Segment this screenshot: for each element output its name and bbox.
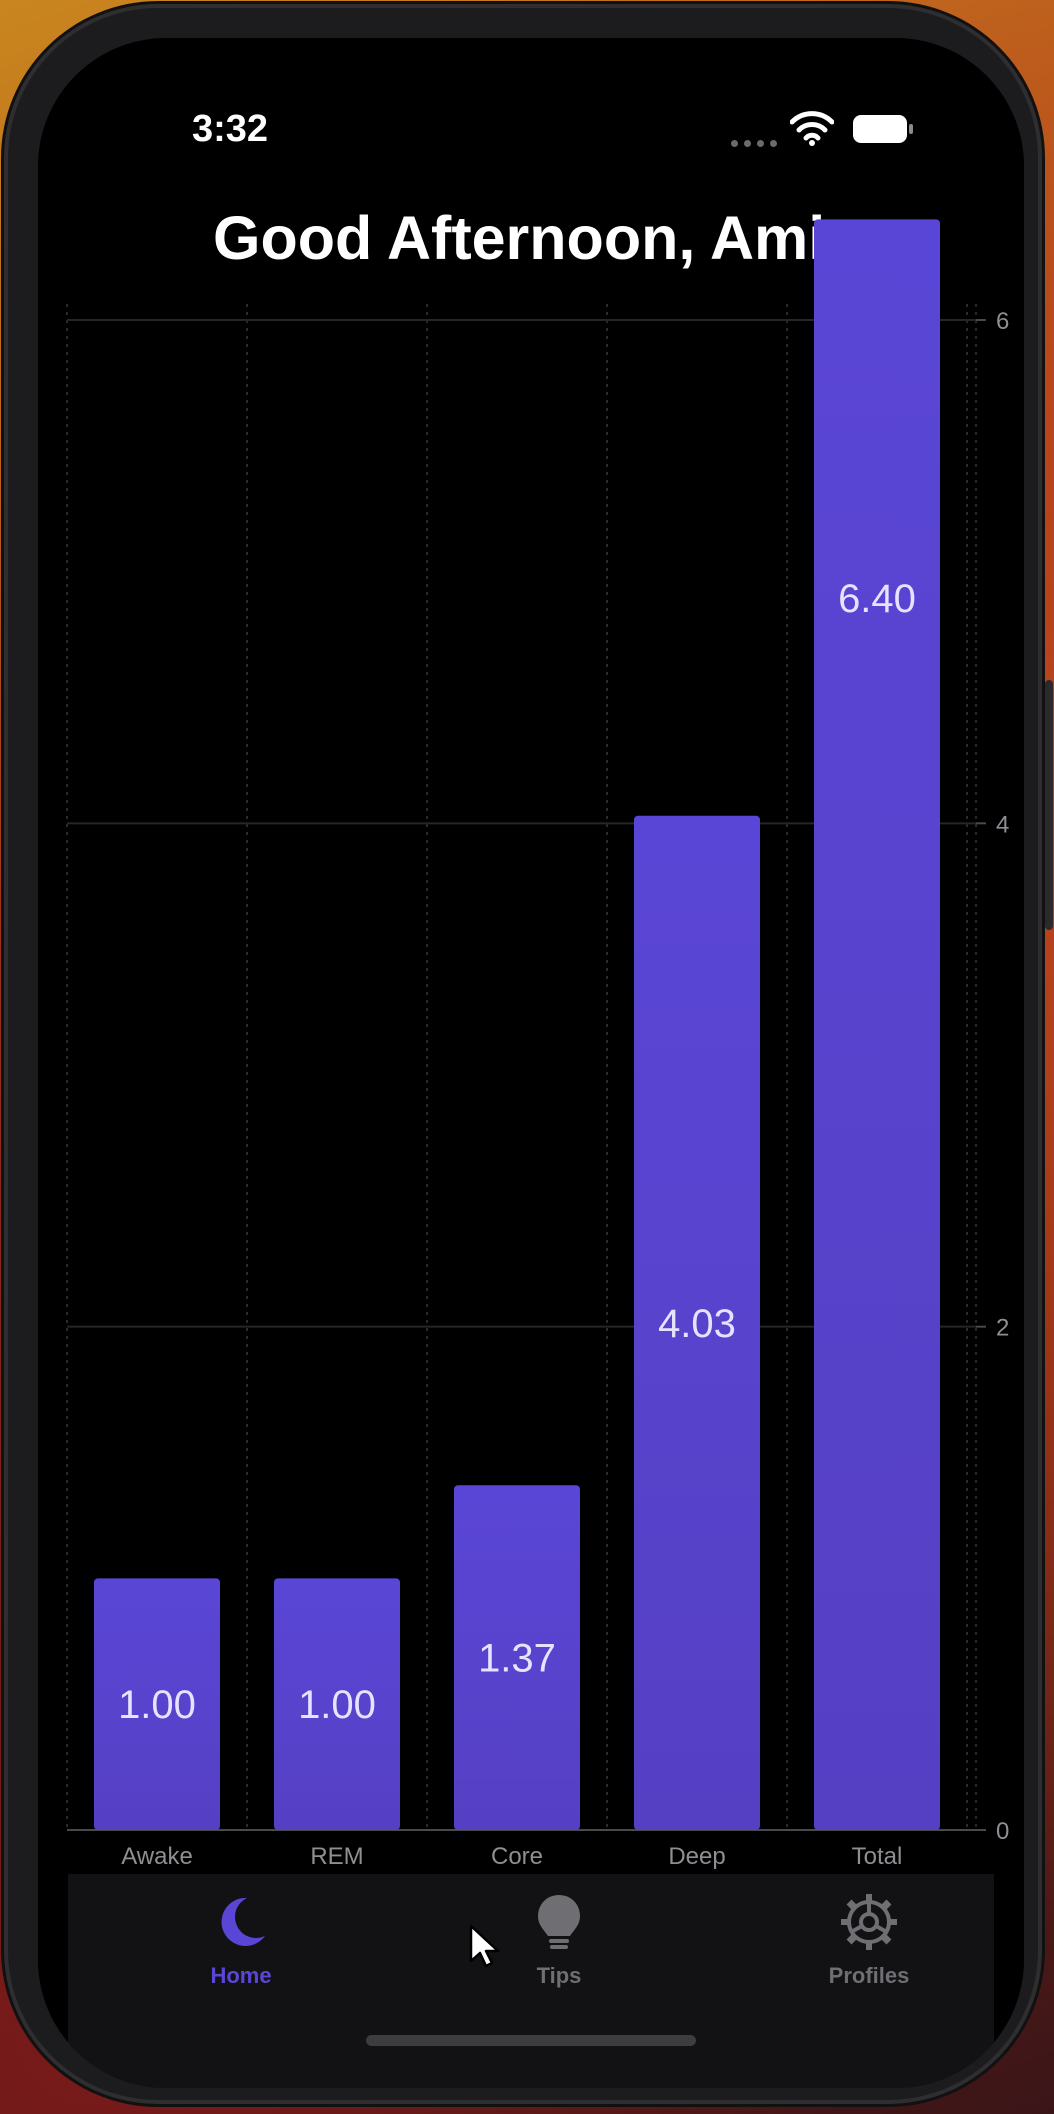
x-tick-label: Deep — [668, 1843, 725, 1870]
bar-deep — [634, 815, 760, 1830]
bar-value-label: 4.03 — [658, 1302, 736, 1346]
x-tick-label: Total — [852, 1843, 903, 1870]
gear-icon — [841, 1894, 897, 1950]
x-tick-label: REM — [310, 1843, 363, 1870]
mouse-cursor-icon — [469, 1924, 500, 1968]
volume-down-button — [1, 770, 9, 930]
moon-icon — [221, 1897, 265, 1946]
tab-home-label: Home — [210, 1963, 272, 1988]
page-title: Good Afternoon, Amir — [213, 204, 849, 272]
x-tick-label: Awake — [121, 1843, 193, 1870]
phone-frame: 3:32 Good Afternoon, Amir 0 2 4 6 1.00 Awake 1… — [8, 8, 1038, 2100]
lightbulb-icon — [538, 1895, 580, 1949]
tab-profiles[interactable]: Profiles — [789, 1892, 949, 1989]
phone-screen: 3:32 Good Afternoon, Amir 0 2 4 6 1.00 Awake 1… — [38, 38, 1024, 2088]
bar-total — [814, 219, 940, 1830]
bar-value-label: 1.37 — [478, 1637, 556, 1681]
y-tick-label: 6 — [996, 308, 1009, 335]
battery-icon — [853, 115, 913, 143]
tab-home[interactable]: Home — [161, 1892, 321, 1989]
signal-dots-icon — [731, 134, 783, 152]
y-tick-label: 0 — [996, 1818, 1009, 1845]
tab-tips-label: Tips — [536, 1963, 582, 1988]
bar-awake — [94, 1578, 220, 1830]
bar-core — [454, 1485, 580, 1830]
power-button — [1045, 680, 1053, 930]
bar-value-label: 1.00 — [298, 1683, 376, 1727]
bar-value-label: 6.40 — [838, 577, 916, 621]
y-tick-label: 2 — [996, 1315, 1009, 1342]
bar-rem — [274, 1578, 400, 1830]
tab-bar: Home Tips — [68, 1874, 994, 2088]
y-tick-label: 4 — [996, 811, 1009, 838]
status-time: 3:32 — [192, 108, 269, 150]
volume-up-button — [1, 565, 9, 725]
sleep-bar-chart: 0 2 4 6 1.00 Awake 1.00 REM 1.37 Core 4.03 Deep 6.40… — [66, 219, 1009, 1870]
bar-value-label: 1.00 — [118, 1683, 196, 1727]
home-indicator[interactable] — [366, 2035, 696, 2046]
x-tick-label: Core — [491, 1843, 543, 1870]
tab-tips[interactable]: Tips — [479, 1892, 639, 1989]
mute-switch — [1, 412, 9, 492]
tab-profiles-label: Profiles — [828, 1963, 910, 1988]
wifi-icon — [790, 111, 834, 146]
